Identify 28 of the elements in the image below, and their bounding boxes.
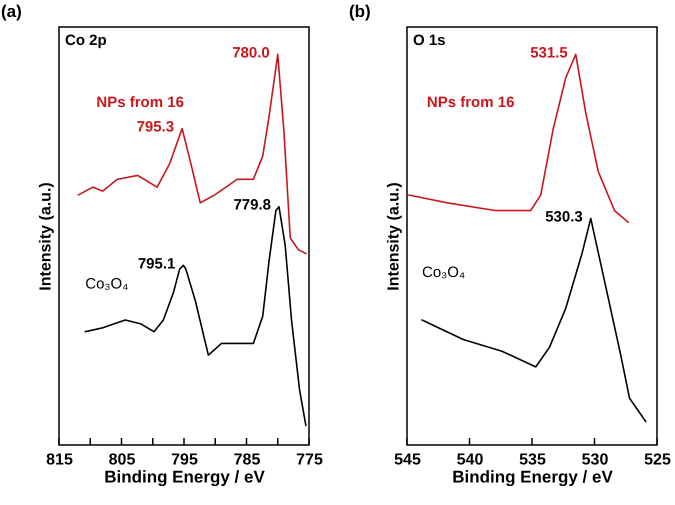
x-axis-title: Binding Energy / eV bbox=[104, 468, 266, 486]
annotation: 531.5 bbox=[530, 44, 568, 62]
text: Co₃O₄ bbox=[422, 264, 466, 281]
x-tick-label: 545 bbox=[394, 452, 421, 468]
x-tick-label: 530 bbox=[582, 452, 608, 468]
x-tick-label: 540 bbox=[456, 452, 484, 468]
annotation: 530.3 bbox=[545, 208, 583, 226]
text: Co 2p bbox=[65, 32, 107, 49]
x-tick-label: 535 bbox=[519, 452, 546, 468]
x-tick-label: 785 bbox=[234, 452, 260, 468]
annotation: 795.3 bbox=[136, 118, 174, 136]
series-label: Co₃O₄ bbox=[85, 276, 128, 293]
annotation: 780.0 bbox=[232, 44, 270, 62]
text: O 1s bbox=[413, 32, 446, 49]
x-tick-label: 795 bbox=[171, 452, 198, 468]
x-tick-label: 805 bbox=[108, 452, 136, 468]
y-axis-title: Intensity (a.u.) bbox=[38, 182, 54, 291]
x-axis-title: Binding Energy / eV bbox=[452, 468, 614, 486]
y-axis-title: Intensity (a.u.) bbox=[386, 182, 402, 291]
x-tick-label: 525 bbox=[644, 452, 671, 468]
annotation: 795.1 bbox=[138, 255, 176, 272]
chart-title: (b) bbox=[349, 2, 371, 21]
x-tick-label: 775 bbox=[296, 452, 323, 468]
chart-title: (a) bbox=[1, 2, 22, 21]
annotation: 779.8 bbox=[233, 196, 271, 214]
series-label: NPs from 16 bbox=[96, 94, 184, 111]
text: NPs from 16 bbox=[426, 94, 514, 111]
x-tick-label: 815 bbox=[46, 452, 73, 468]
